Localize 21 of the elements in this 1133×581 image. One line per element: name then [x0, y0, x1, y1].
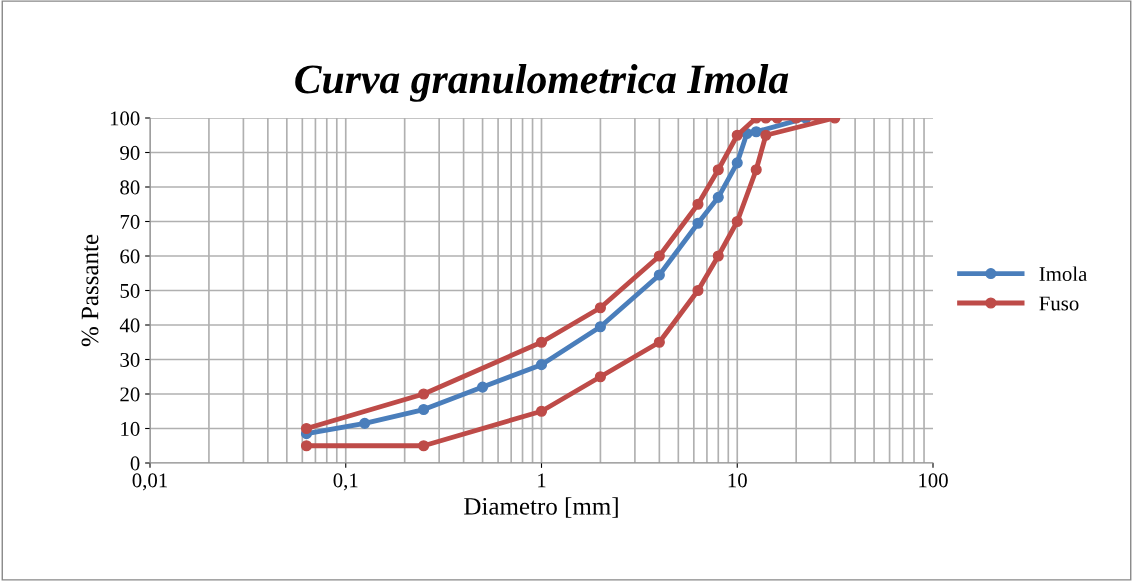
- y-tick-label: 80: [120, 180, 140, 195]
- x-axis-title: Diametro [mm]: [464, 497, 618, 518]
- x-tick-label: 0,1: [333, 473, 358, 491]
- x-tick-label: 100: [919, 473, 948, 488]
- y-axis-title: % Passante: [81, 234, 99, 347]
- x-tick-label: 1: [538, 473, 546, 488]
- y-tick-label: 20: [120, 387, 140, 402]
- y-tick-label: 40: [119, 318, 140, 333]
- legend-label: Imola: [1039, 266, 1088, 282]
- y-tick-label: 100: [110, 111, 140, 126]
- y-tick-label: 90: [120, 145, 140, 160]
- y-tick-label: 10: [121, 421, 140, 436]
- y-tick-label: 50: [120, 283, 140, 298]
- y-tick-label: 30: [120, 352, 140, 367]
- y-tick-label: 70: [120, 214, 140, 229]
- y-tick-label: 0: [130, 456, 140, 471]
- y-tick-label: 60: [120, 249, 140, 264]
- legend-label: Fuso: [1039, 296, 1079, 311]
- chart-title: Curva granulometrica Imola: [295, 64, 789, 102]
- x-tick-label: 0,01: [132, 473, 167, 491]
- x-tick-label: 10: [728, 473, 747, 488]
